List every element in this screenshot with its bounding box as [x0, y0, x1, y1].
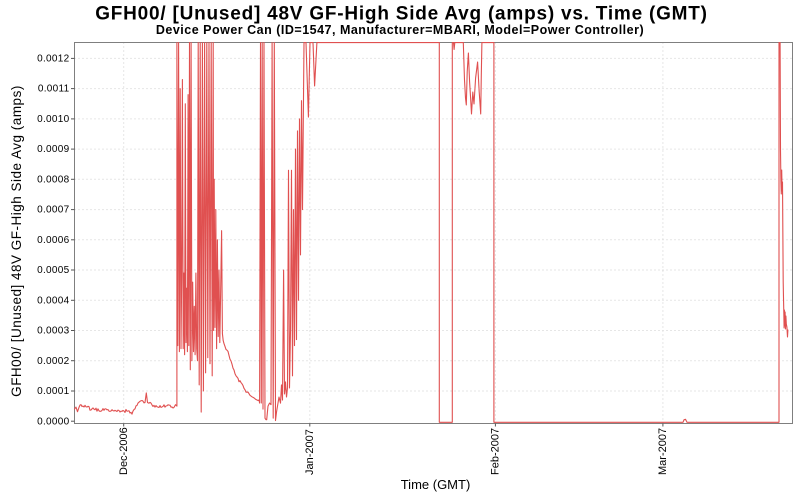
- svg-text:0.0010: 0.0010: [37, 114, 70, 125]
- svg-text:Dec-2006: Dec-2006: [118, 427, 130, 475]
- svg-text:Jan-2007: Jan-2007: [304, 429, 316, 475]
- svg-text:Mar-2007: Mar-2007: [657, 428, 669, 475]
- svg-text:GFH00/ [Unused] 48V GF-High Si: GFH00/ [Unused] 48V GF-High Side Avg (am…: [9, 85, 24, 397]
- svg-text:Time (GMT): Time (GMT): [401, 477, 471, 492]
- svg-text:0.0002: 0.0002: [37, 356, 70, 367]
- svg-text:0.0007: 0.0007: [37, 205, 70, 216]
- svg-text:0.0012: 0.0012: [37, 54, 70, 65]
- svg-text:0.0008: 0.0008: [37, 174, 70, 185]
- svg-text:0.0003: 0.0003: [37, 326, 70, 337]
- svg-text:Device Power Can (ID=1547, Man: Device Power Can (ID=1547, Manufacturer=…: [156, 23, 644, 37]
- svg-text:GFH00/ [Unused] 48V GF-High Si: GFH00/ [Unused] 48V GF-High Side Avg (am…: [95, 4, 708, 25]
- svg-text:0.0009: 0.0009: [37, 144, 70, 155]
- svg-text:0.0001: 0.0001: [37, 386, 70, 397]
- svg-text:0.0004: 0.0004: [37, 295, 70, 306]
- svg-text:0.0005: 0.0005: [37, 265, 70, 276]
- svg-text:0.0006: 0.0006: [37, 235, 70, 246]
- svg-text:0.0011: 0.0011: [38, 84, 70, 95]
- svg-text:Feb-2007: Feb-2007: [490, 428, 502, 475]
- svg-text:0.0000: 0.0000: [37, 416, 70, 427]
